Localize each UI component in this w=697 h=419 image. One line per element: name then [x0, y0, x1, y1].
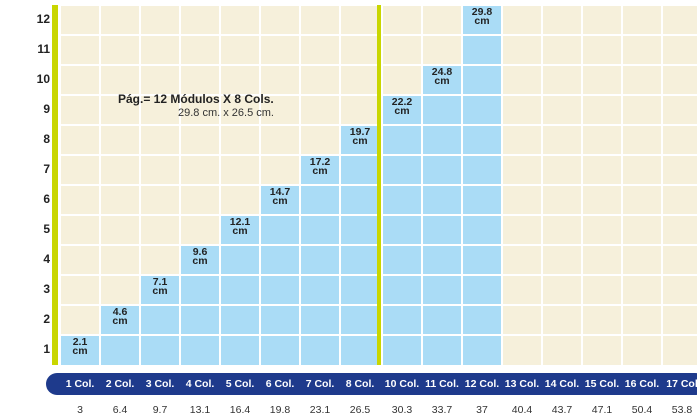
divider-line [377, 5, 381, 365]
y-tick-label: 4 [43, 252, 50, 266]
y-tick-label: 6 [43, 192, 50, 206]
x-tick-label: 4 Col. [186, 378, 215, 390]
bar-label: 19.7 [350, 126, 371, 138]
column-width: 40.4 [512, 404, 533, 416]
x-tick-label: 8 Col. [346, 378, 375, 390]
x-tick-label: 16 Col. [625, 378, 660, 390]
column-width: 13.1 [190, 404, 211, 416]
chart-subtitle: 29.8 cm. x 26.5 cm. [178, 107, 274, 119]
bar-label: cm [352, 135, 367, 147]
column-width: 37 [476, 404, 488, 416]
bar-label: 24.8 [432, 66, 453, 78]
bar-label: cm [272, 195, 287, 207]
y-tick-label: 7 [43, 162, 50, 176]
y-tick-label: 12 [37, 12, 51, 26]
column-width: 16.4 [230, 404, 251, 416]
bar-label: 22.2 [392, 96, 413, 108]
x-tick-label: 13 Col. [505, 378, 540, 390]
column-width: 33.7 [432, 404, 453, 416]
bar [140, 275, 180, 365]
column-width: 26.5 [350, 404, 371, 416]
bar-label: cm [112, 315, 127, 327]
bar-label: 2.1 [73, 336, 88, 348]
bar-label: cm [192, 255, 207, 267]
x-tick-label: 5 Col. [226, 378, 255, 390]
bar [60, 335, 100, 365]
column-width: 50.4 [632, 404, 653, 416]
column-width: 30.3 [392, 404, 413, 416]
column-width: 6.4 [113, 404, 128, 416]
y-tick-label: 2 [43, 312, 50, 326]
bar [220, 215, 260, 365]
bar-label: cm [434, 75, 449, 87]
x-tick-label: 7 Col. [306, 378, 335, 390]
x-tick-label: 11 Col. [425, 378, 459, 390]
bar-label: 14.7 [270, 186, 291, 198]
column-width: 9.7 [153, 404, 168, 416]
x-tick-label: 15 Col. [585, 378, 620, 390]
column-width: 43.7 [552, 404, 573, 416]
x-tick-label: 10 Col. [385, 378, 420, 390]
bar-label: 12.1 [230, 216, 251, 228]
x-tick-label: 6 Col. [266, 378, 295, 390]
bar-label: 9.6 [193, 246, 208, 258]
bar-label: cm [232, 225, 247, 237]
x-tick-label: 3 Col. [146, 378, 175, 390]
x-tick-label: 2 Col. [106, 378, 135, 390]
column-width: 23.1 [310, 404, 331, 416]
x-tick-label: 17 Col [666, 378, 697, 390]
x-tick-label: 1 Col. [66, 378, 95, 390]
column-width: 3 [77, 404, 83, 416]
axis-strip [52, 5, 58, 365]
y-tick-label: 1 [43, 342, 50, 356]
bar-label: 29.8 [472, 6, 493, 18]
bar-label: 7.1 [153, 276, 168, 288]
y-tick-label: 3 [43, 282, 50, 296]
column-width: 47.1 [592, 404, 613, 416]
bar [300, 155, 340, 365]
chart-title: Pág.= 12 Módulos X 8 Cols. [118, 92, 274, 106]
column-width: 53.8 [672, 404, 693, 416]
bar-label: cm [152, 285, 167, 297]
column-band [46, 373, 697, 395]
bar-label: cm [474, 15, 489, 27]
y-tick-label: 5 [43, 222, 50, 236]
bar-label: cm [394, 105, 409, 117]
bar-label: 4.6 [113, 306, 128, 318]
bar-label: cm [72, 345, 87, 357]
bar-label: 17.2 [310, 156, 331, 168]
y-tick-label: 10 [37, 72, 51, 86]
x-tick-label: 14 Col. [545, 378, 580, 390]
bar-label: cm [312, 165, 327, 177]
bar [382, 95, 422, 365]
x-tick-label: 12 Col. [465, 378, 500, 390]
y-tick-label: 8 [43, 132, 50, 146]
y-tick-label: 11 [37, 42, 50, 56]
column-width: 19.8 [270, 404, 291, 416]
y-tick-label: 9 [43, 102, 50, 116]
